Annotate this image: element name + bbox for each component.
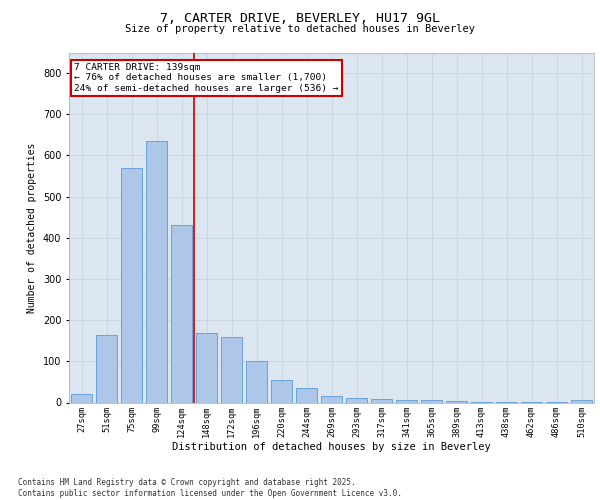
- Bar: [246, 360, 267, 403]
- Text: Size of property relative to detached houses in Beverley: Size of property relative to detached ho…: [125, 24, 475, 34]
- Text: Contains HM Land Registry data © Crown copyright and database right 2025.
Contai: Contains HM Land Registry data © Crown c…: [18, 478, 402, 498]
- Bar: [421, 400, 442, 402]
- Bar: [121, 168, 142, 402]
- Bar: [171, 226, 192, 402]
- Text: 7, CARTER DRIVE, BEVERLEY, HU17 9GL: 7, CARTER DRIVE, BEVERLEY, HU17 9GL: [160, 12, 440, 26]
- X-axis label: Distribution of detached houses by size in Beverley: Distribution of detached houses by size …: [172, 442, 491, 452]
- Bar: [146, 141, 167, 403]
- Text: 7 CARTER DRIVE: 139sqm
← 76% of detached houses are smaller (1,700)
24% of semi-: 7 CARTER DRIVE: 139sqm ← 76% of detached…: [74, 63, 339, 93]
- Bar: [96, 334, 117, 402]
- Bar: [321, 396, 342, 402]
- Bar: [571, 400, 592, 402]
- Bar: [396, 400, 417, 402]
- Bar: [371, 399, 392, 402]
- Y-axis label: Number of detached properties: Number of detached properties: [28, 142, 37, 312]
- Bar: [196, 332, 217, 402]
- Bar: [346, 398, 367, 402]
- Bar: [296, 388, 317, 402]
- Bar: [221, 336, 242, 402]
- Bar: [271, 380, 292, 402]
- Bar: [71, 394, 92, 402]
